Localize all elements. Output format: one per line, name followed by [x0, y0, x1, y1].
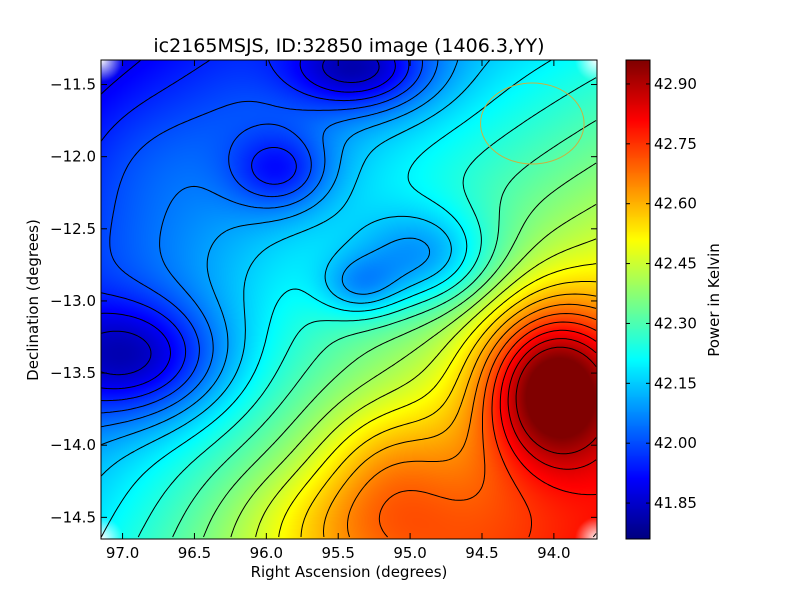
- colorbar-tick-label: 41.85: [654, 494, 697, 512]
- y-tick-label: −11.5: [50, 76, 96, 94]
- contour-line-5: [100, 59, 459, 446]
- colorbar-tick-label: 42.15: [654, 374, 697, 392]
- chart-title: ic2165MSJS, ID:32850 image (1406.3,YY): [153, 35, 544, 57]
- x-tick-label: 95.0: [393, 544, 426, 562]
- x-tick-label: 95.5: [322, 544, 355, 562]
- contour-line-15: [323, 293, 597, 538]
- y-tick-label: −14.5: [50, 508, 96, 526]
- contour-line-12: [255, 238, 597, 538]
- y-axis-ticks: −11.5 −12.0 −12.5 −13.0 −13.5 −14.0 −14.5: [50, 76, 597, 526]
- contour-line-10: [203, 162, 597, 538]
- x-tick-label: 94.5: [465, 544, 498, 562]
- colorbar-frame: [625, 59, 651, 540]
- contour-line-9: [172, 120, 597, 538]
- contour-line-6: [100, 59, 491, 477]
- plot-frame: [100, 59, 598, 540]
- x-axis-label: Right Ascension (degrees): [251, 563, 448, 581]
- y-tick-label: −13.5: [50, 364, 96, 382]
- contour-line-2: [100, 59, 410, 402]
- colorbar-gradient: [626, 60, 650, 539]
- contour-line-14: [300, 281, 597, 538]
- contour-line-11: [230, 203, 597, 538]
- contour-line-20: [507, 338, 597, 470]
- contour-line-18: [491, 321, 597, 538]
- beam-ellipse: [480, 82, 585, 165]
- y-axis-label: Declination (degrees): [24, 219, 42, 381]
- y-tick-label: −13.0: [50, 292, 96, 310]
- colorbar-tick-label: 42.75: [654, 135, 697, 153]
- colorbar-tick-label: 42.30: [654, 314, 697, 332]
- x-tick-label: 96.5: [178, 544, 211, 562]
- colorbar-tick-label: 42.60: [654, 195, 697, 213]
- contour-line-17: [378, 313, 597, 538]
- colorbar-tick-label: 42.45: [654, 255, 697, 273]
- colorbar-label: Power in Kelvin: [705, 243, 723, 357]
- beam-circle: [480, 82, 585, 165]
- y-tick-label: −14.0: [50, 436, 96, 454]
- x-tick-label: 96.0: [250, 544, 283, 562]
- heatmap-image: [101, 60, 597, 539]
- colorbar-tick-label: 42.00: [654, 434, 697, 452]
- contour-line-19: [499, 329, 597, 538]
- contour-line-7: [100, 59, 552, 538]
- colorbar-ticks: 41.85 42.00 42.15 42.30 42.45 42.60 42.75 42.90: [626, 75, 697, 512]
- x-tick-label: 97.0: [106, 544, 139, 562]
- contour-line-4: [100, 59, 439, 428]
- contour-line-0: [100, 59, 380, 376]
- y-tick-label: −12.0: [50, 148, 96, 166]
- contour-line-13: [278, 263, 597, 538]
- colorbar-tick-label: 42.90: [654, 75, 697, 93]
- contour-line-8: [137, 77, 597, 538]
- contour-line-1: [100, 59, 396, 390]
- contour-line-3: [100, 59, 423, 414]
- x-tick-label: 94.0: [537, 544, 570, 562]
- y-tick-label: −12.5: [50, 220, 96, 238]
- contour-lines: [100, 59, 597, 538]
- contour-line-21: [515, 346, 597, 455]
- contour-line-16: [347, 303, 597, 538]
- x-axis-ticks: 97.0 96.5 96.0 95.5 95.0 94.5 94.0: [106, 60, 571, 562]
